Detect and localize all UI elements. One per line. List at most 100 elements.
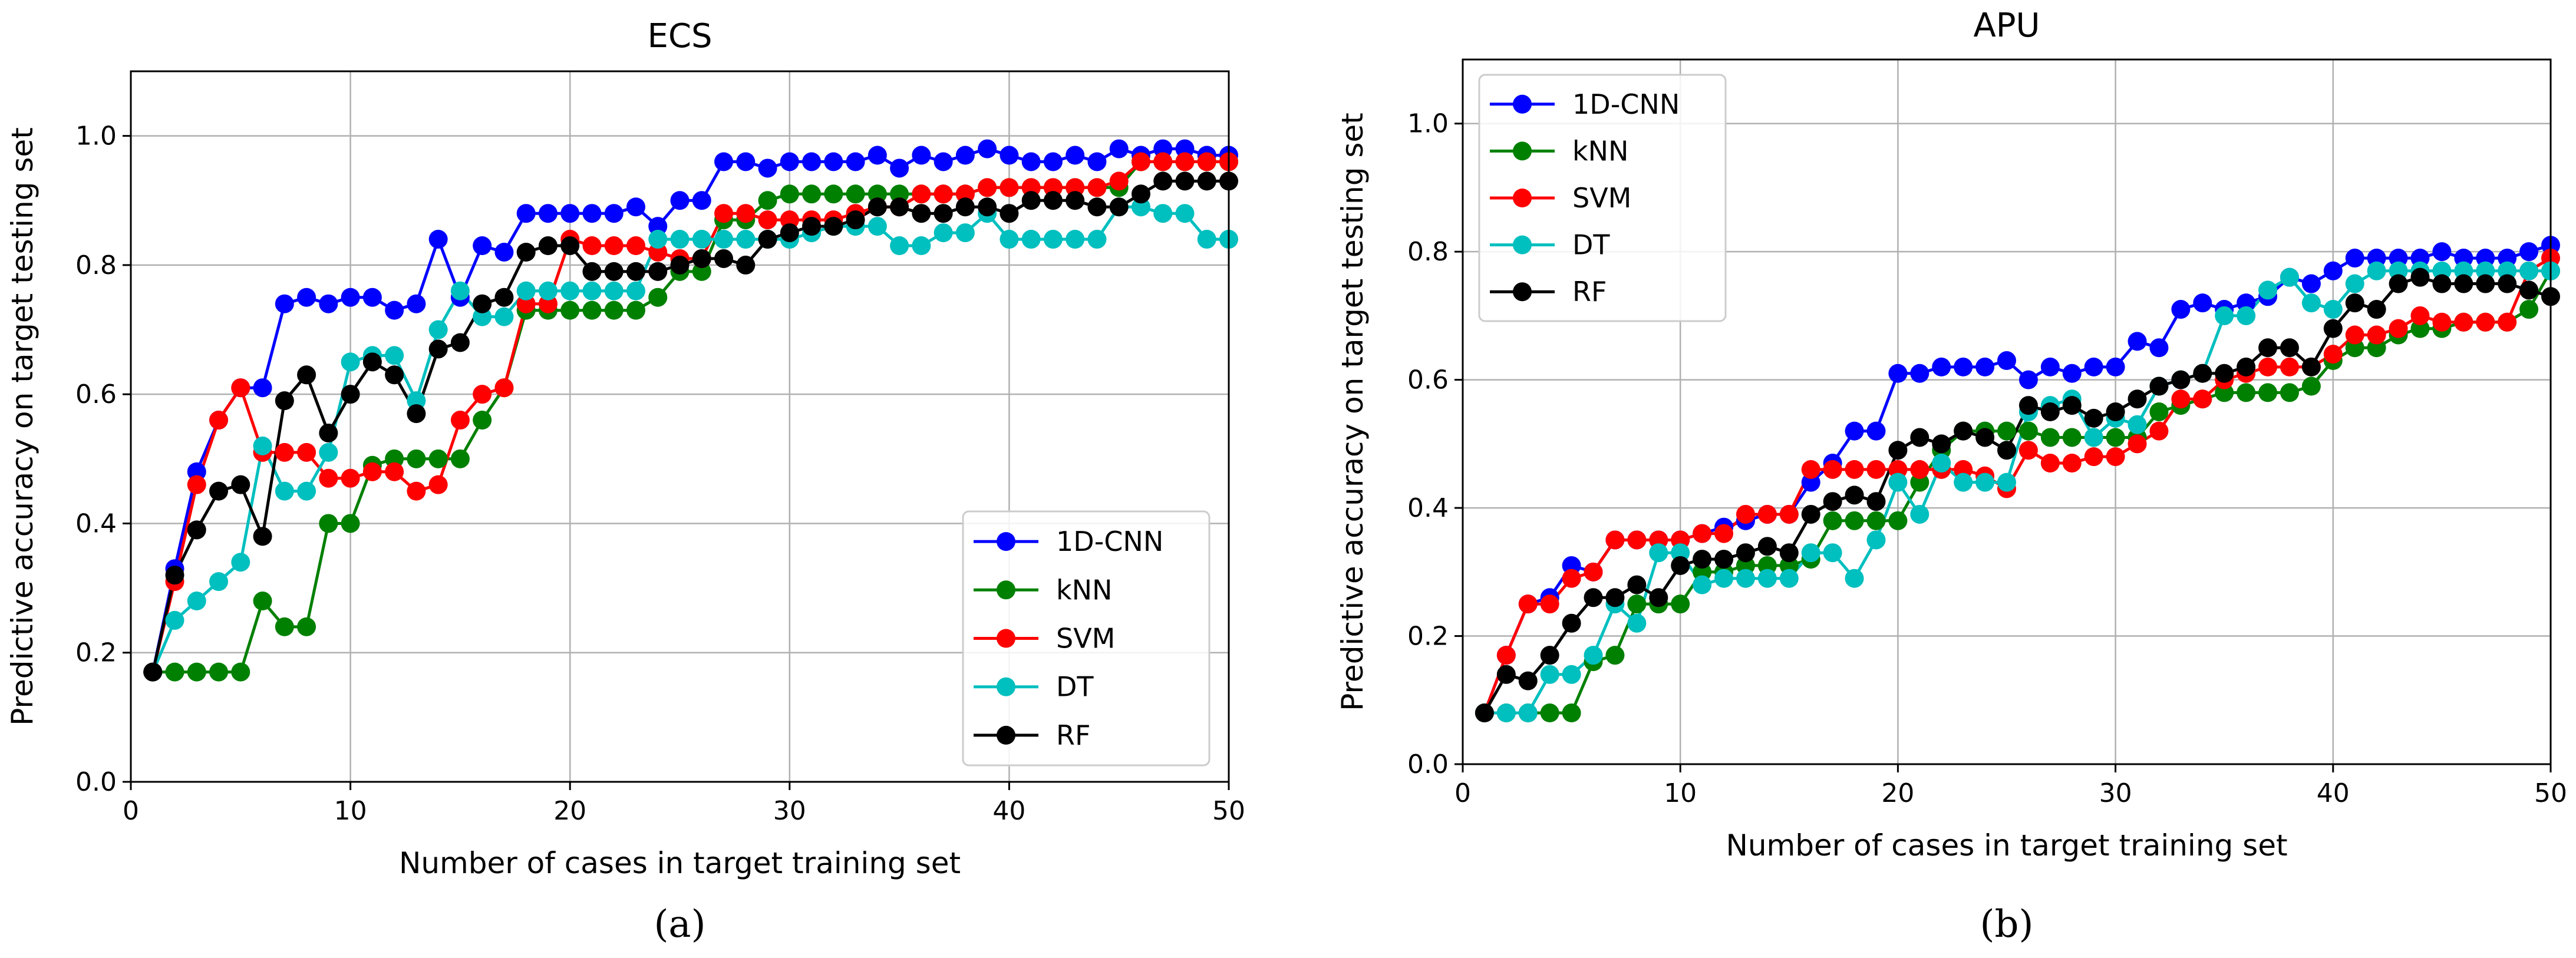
ecs-point-1d-cnn-9 (319, 294, 338, 313)
ecs-ticks: 0 10 20 30 40 50 0.0 0.2 0.4 0.6 0.8 1.0 (75, 121, 1245, 826)
ecs-point-rf-1 (143, 662, 163, 682)
apu-plot-frame (1462, 58, 2552, 765)
ecs-point-svm-8 (297, 442, 316, 462)
apu-point-dt-13 (1736, 569, 1755, 588)
ecs-point-knn-16 (473, 411, 492, 430)
apu-legend-marker-dt (1513, 235, 1532, 255)
ecs-point-1d-cnn-20 (560, 204, 580, 223)
ecs-y-tick-label-0.4: 0.4 (75, 508, 117, 539)
apu-point-rf-45 (2432, 274, 2452, 293)
ecs-point-svm-12 (385, 462, 404, 481)
apu-point-dt-6 (1584, 646, 1603, 665)
ecs-point-rf-47 (1153, 171, 1173, 191)
ecs-point-rf-19 (538, 236, 558, 256)
apu-point-svm-42 (2367, 325, 2386, 345)
apu-point-dt-37 (2258, 280, 2278, 300)
ecs-point-svm-16 (473, 385, 492, 404)
apu-point-rf-37 (2258, 338, 2278, 358)
apu-point-knn-10 (1671, 594, 1690, 614)
ecs-point-dt-15 (450, 281, 470, 300)
apu-point-svm-28 (2062, 453, 2082, 473)
chart-ecs: 0 10 20 30 40 50 0.0 0.2 0.4 0.6 0.8 1.0 ECS Number… (5, 17, 1245, 946)
apu-legend-marker-svm (1513, 189, 1532, 207)
apu-y-tick-label-0.6: 0.6 (1407, 365, 1449, 395)
apu-point-svm-32 (2149, 421, 2169, 441)
apu-x-tick-label-30: 30 (2099, 778, 2132, 808)
apu-legend-label-1d-cnn: 1D-CNN (1572, 88, 1680, 120)
ecs-point-svm-13 (407, 481, 426, 501)
ecs-point-1d-cnn-38 (955, 146, 975, 165)
apu-legend: 1D-CNN kNN SVM DT RF (1478, 74, 1727, 322)
ecs-point-dt-46 (1131, 197, 1150, 217)
apu-point-dt-3 (1518, 703, 1538, 723)
ecs-point-1d-cnn-27 (714, 152, 734, 171)
apu-chart-title: APU (1973, 6, 2040, 45)
apu-point-rf-26 (2018, 396, 2038, 415)
ecs-point-1d-cnn-40 (1000, 146, 1019, 165)
ecs-point-knn-30 (780, 184, 799, 204)
ecs-legend-label-1d-cnn: 1D-CNN (1056, 526, 1163, 557)
apu-point-knn-18 (1845, 511, 1864, 530)
apu-point-rf-49 (2519, 280, 2539, 300)
apu-point-rf-1 (1475, 703, 1494, 723)
ecs-y-tick-label-1: 1.0 (75, 121, 117, 151)
apu-point-rf-46 (2454, 274, 2473, 293)
ecs-point-1d-cnn-37 (934, 152, 953, 171)
apu-point-rf-13 (1736, 543, 1755, 563)
apu-point-knn-5 (1562, 703, 1581, 723)
apu-point-svm-47 (2476, 312, 2495, 332)
ecs-point-rf-25 (670, 255, 690, 275)
apu-point-rf-4 (1540, 646, 1559, 665)
ecs-point-1d-cnn-10 (341, 288, 360, 307)
ecs-point-dt-6 (253, 436, 272, 455)
ecs-point-dt-19 (538, 281, 558, 300)
ecs-point-1d-cnn-18 (516, 204, 536, 223)
ecs-point-dt-37 (934, 223, 953, 243)
ecs-point-knn-33 (846, 184, 865, 204)
ecs-point-1d-cnn-25 (670, 191, 690, 210)
apu-point-dt-12 (1714, 569, 1734, 588)
apu-legend-marker-knn (1513, 141, 1532, 161)
apu-point-1d-cnn-21 (1910, 364, 1929, 383)
ecs-point-svm-40 (1000, 178, 1019, 197)
ecs-point-1d-cnn-26 (692, 191, 711, 210)
apu-point-rf-30 (2106, 402, 2125, 421)
ecs-legend: 1D-CNN kNN SVM DT RF (962, 510, 1211, 767)
apu-point-svm-31 (2128, 434, 2147, 454)
apu-point-knn-27 (2040, 428, 2060, 447)
ecs-point-dt-23 (626, 281, 645, 300)
ecs-point-dt-21 (582, 281, 602, 300)
apu-point-dt-4 (1540, 665, 1559, 684)
ecs-point-1d-cnn-29 (758, 158, 777, 178)
ecs-legend-marker-svm (997, 629, 1015, 648)
ecs-point-1d-cnn-14 (428, 230, 448, 249)
apu-point-rf-10 (1671, 556, 1690, 575)
ecs-point-dt-38 (955, 223, 975, 243)
ecs-legend-label-rf: RF (1056, 719, 1090, 751)
apu-point-svm-48 (2498, 312, 2517, 332)
ecs-point-1d-cnn-32 (824, 152, 843, 171)
ecs-point-knn-10 (341, 514, 360, 533)
ecs-point-rf-8 (297, 365, 316, 385)
apu-y-tick-label-0.4: 0.4 (1407, 493, 1449, 523)
ecs-point-1d-cnn-33 (846, 152, 865, 171)
apu-point-dt-23 (1954, 473, 1973, 492)
ecs-point-svm-39 (978, 178, 997, 197)
apu-point-rf-19 (1866, 492, 1886, 511)
apu-point-rf-47 (2476, 274, 2495, 293)
ecs-y-tick-label-0.6: 0.6 (75, 379, 117, 409)
apu-point-dt-19 (1866, 530, 1886, 550)
ecs-point-rf-10 (341, 385, 360, 404)
chart-apu: 0 10 20 30 40 50 0.0 0.2 0.4 0.6 0.8 1.0 APU Number… (1335, 6, 2567, 946)
ecs-point-rf-42 (1043, 191, 1063, 210)
ecs-point-rf-30 (780, 223, 799, 243)
ecs-point-svm-10 (341, 468, 360, 488)
apu-point-svm-2 (1496, 646, 1516, 665)
apu-point-1d-cnn-40 (2323, 261, 2343, 280)
apu-point-svm-33 (2171, 389, 2191, 409)
ecs-point-dt-44 (1087, 230, 1107, 249)
ecs-point-1d-cnn-7 (275, 294, 294, 313)
apu-point-knn-25 (1997, 421, 2016, 441)
apu-point-1d-cnn-39 (2301, 274, 2321, 293)
ecs-point-1d-cnn-21 (582, 204, 602, 223)
